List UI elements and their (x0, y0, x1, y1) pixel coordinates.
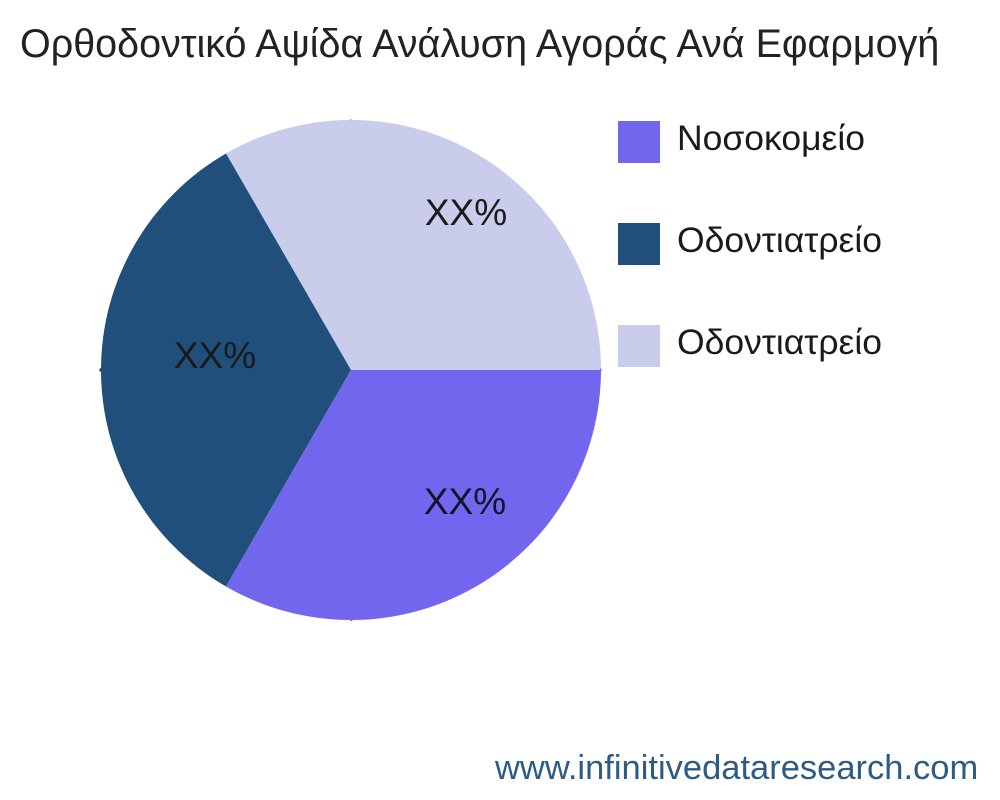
svg-text:XX%: XX% (424, 481, 506, 522)
svg-text:XX%: XX% (174, 335, 256, 376)
svg-text:XX%: XX% (425, 192, 507, 233)
